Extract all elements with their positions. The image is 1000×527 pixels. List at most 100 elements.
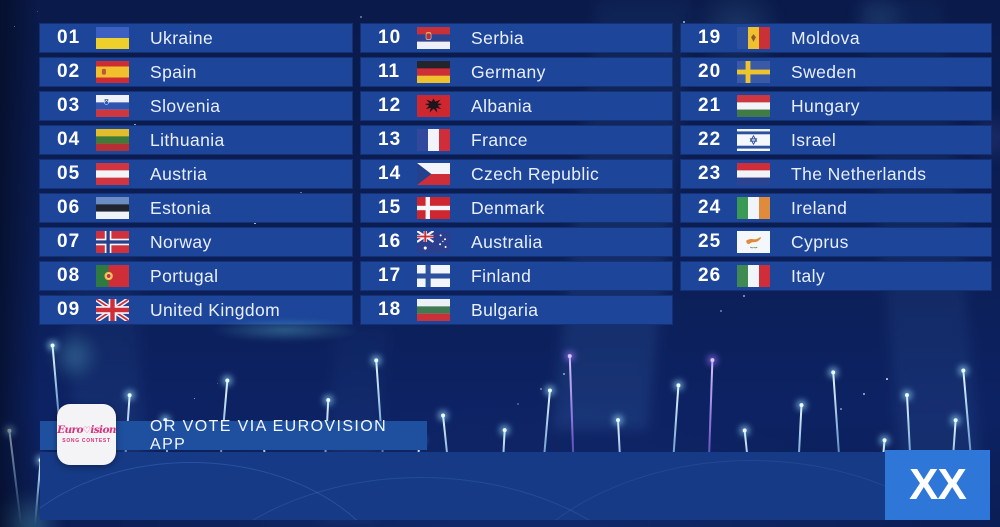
country-name: United Kingdom <box>150 299 281 320</box>
scoreboard-column: 10 Serbia 11 Germany 12 Albania 13 France 14 Czec… <box>360 23 673 329</box>
running-order-number: 25 <box>698 231 722 252</box>
table-row: 21 Hungary <box>680 91 992 121</box>
denmark-flag-icon <box>417 197 450 219</box>
running-order-number: 01 <box>57 27 81 48</box>
slovenia-flag-icon <box>96 95 129 117</box>
table-row: 10 Serbia <box>360 23 673 53</box>
country-name: Albania <box>471 95 533 116</box>
country-name: France <box>471 129 528 150</box>
footer-panel <box>40 452 990 520</box>
stage-glow <box>48 330 100 382</box>
portugal-flag-icon <box>96 265 129 287</box>
bulgaria-flag-icon <box>417 299 450 321</box>
australia-flag-icon <box>417 231 450 253</box>
cyprus-flag-icon <box>737 231 770 253</box>
running-order-number: 15 <box>378 197 402 218</box>
table-row: 23 The Netherlands <box>680 159 992 189</box>
table-row: 07 Norway <box>39 227 353 257</box>
televote-code-badge: XX <box>885 450 990 520</box>
country-name: Serbia <box>471 27 524 48</box>
running-order-number: 07 <box>57 231 81 252</box>
running-order-number: 18 <box>378 299 402 320</box>
star-dot <box>300 192 302 194</box>
country-name: Australia <box>471 231 543 252</box>
table-row: 04 Lithuania <box>39 125 353 155</box>
country-name: Ukraine <box>150 27 214 48</box>
running-order-number: 26 <box>698 265 722 286</box>
country-name: Hungary <box>791 95 860 116</box>
country-name: Ireland <box>791 197 848 218</box>
germany-flag-icon <box>417 61 450 83</box>
eurovision-subtitle: SONG CONTEST <box>62 438 111 444</box>
star-dot <box>563 373 565 375</box>
running-order-number: 23 <box>698 163 722 184</box>
star-dot <box>886 378 888 380</box>
czech-flag-icon <box>417 163 450 185</box>
country-name: Cyprus <box>791 231 849 252</box>
running-order-number: 09 <box>57 299 81 320</box>
table-row: 06 Estonia <box>39 193 353 223</box>
table-row: 15 Denmark <box>360 193 673 223</box>
uk-flag-icon <box>96 299 129 321</box>
vote-instruction-text: OR VOTE VIA EUROVISION APP <box>150 417 388 453</box>
running-order-number: 02 <box>57 61 81 82</box>
country-name: Norway <box>150 231 212 252</box>
country-name: Germany <box>471 61 546 82</box>
running-order-number: 20 <box>698 61 722 82</box>
table-row: 22 Israel <box>680 125 992 155</box>
country-name: Moldova <box>791 27 860 48</box>
star-dot <box>863 393 865 395</box>
running-order-number: 19 <box>698 27 722 48</box>
star-dot <box>720 310 722 312</box>
eurovision-logo: Euro♡ision SONG CONTEST <box>57 404 116 465</box>
table-row: 19 Moldova <box>680 23 992 53</box>
country-name: Portugal <box>150 265 219 286</box>
country-name: Finland <box>471 265 532 286</box>
running-order-number: 12 <box>378 95 402 116</box>
table-row: 09 United Kingdom <box>39 295 353 325</box>
table-row: 13 France <box>360 125 673 155</box>
table-row: 02 Spain <box>39 57 353 87</box>
ukraine-flag-icon <box>96 27 129 49</box>
israel-flag-icon <box>737 129 770 151</box>
running-order-number: 05 <box>57 163 81 184</box>
running-order-number: 16 <box>378 231 402 252</box>
star-dot <box>217 383 218 384</box>
country-name: Sweden <box>791 61 857 82</box>
star-dot <box>540 388 542 390</box>
running-order-number: 11 <box>378 61 401 82</box>
table-row: 08 Portugal <box>39 261 353 291</box>
table-row: 16 Australia <box>360 227 673 257</box>
running-order-number: 21 <box>698 95 722 116</box>
running-order-number: 03 <box>57 95 81 116</box>
country-name: Austria <box>150 163 208 184</box>
star-dot <box>683 21 685 23</box>
serbia-flag-icon <box>417 27 450 49</box>
running-order-number: 06 <box>57 197 81 218</box>
table-row: 05 Austria <box>39 159 353 189</box>
lithuania-flag-icon <box>96 129 129 151</box>
table-row: 01 Ukraine <box>39 23 353 53</box>
table-row: 18 Bulgaria <box>360 295 673 325</box>
spain-flag-icon <box>96 61 129 83</box>
country-name: Spain <box>150 61 197 82</box>
moldova-flag-icon <box>737 27 770 49</box>
table-row: 17 Finland <box>360 261 673 291</box>
eurovision-wordmark: Euro♡ision <box>57 424 116 436</box>
star-dot <box>517 403 519 405</box>
running-order-number: 04 <box>57 129 81 150</box>
norway-flag-icon <box>96 231 129 253</box>
country-name: Lithuania <box>150 129 225 150</box>
running-order-number: 10 <box>378 27 402 48</box>
albania-flag-icon <box>417 95 450 117</box>
running-order-number: 24 <box>698 197 722 218</box>
sweden-flag-icon <box>737 61 770 83</box>
running-order-number: 13 <box>378 129 402 150</box>
austria-flag-icon <box>96 163 129 185</box>
table-row: 14 Czech Republic <box>360 159 673 189</box>
star-dot <box>360 16 362 18</box>
finland-flag-icon <box>417 265 450 287</box>
running-order-number: 08 <box>57 265 81 286</box>
star-dot <box>840 408 842 410</box>
